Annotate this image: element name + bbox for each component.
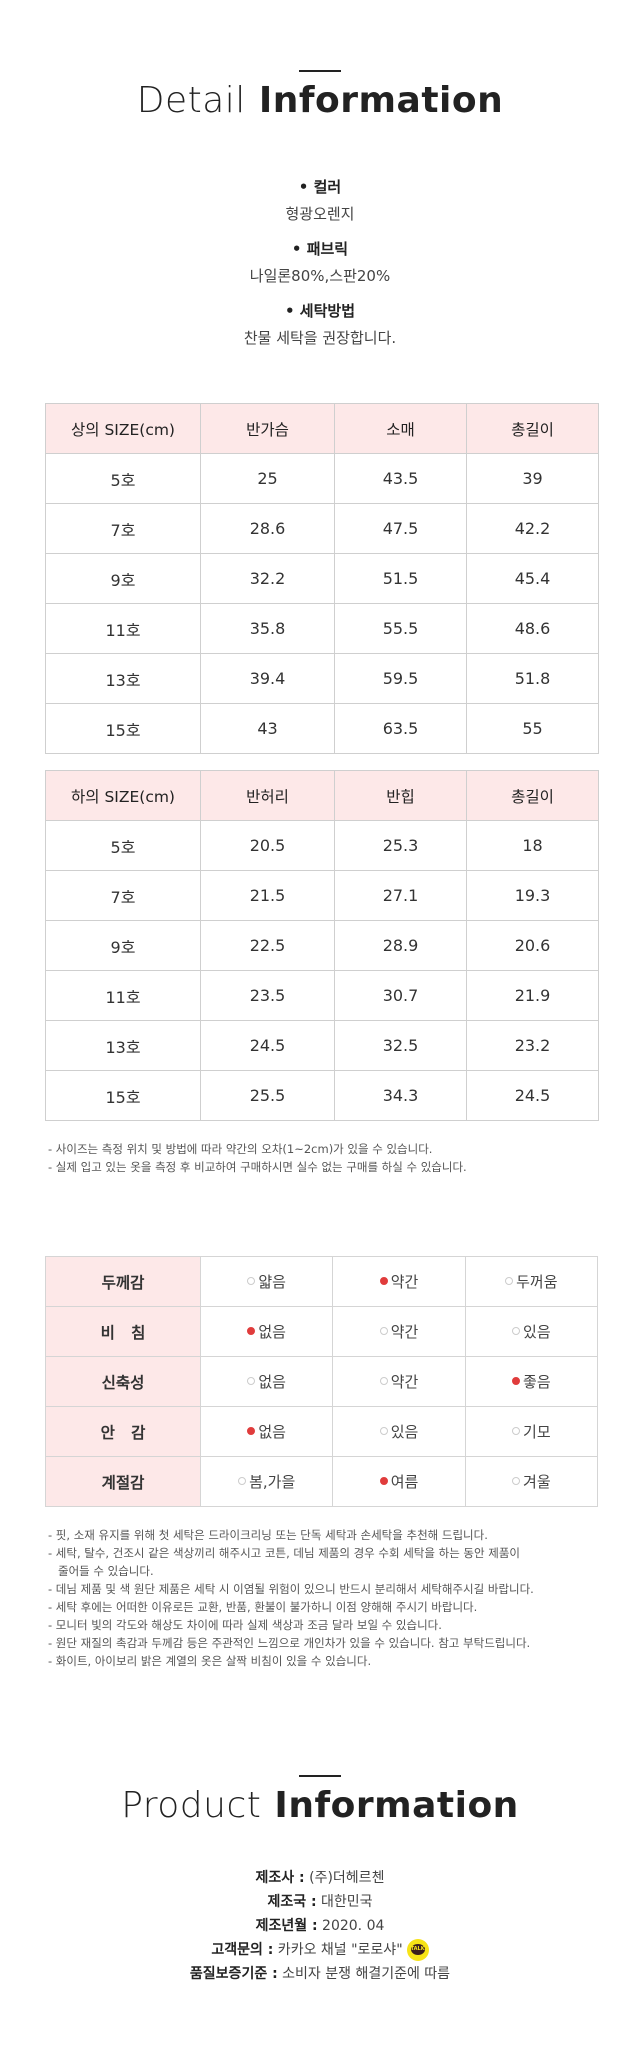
table-row: 13호 24.5 32.5 23.2: [45, 1020, 599, 1071]
radio-dot-selected-icon: [512, 1377, 521, 1385]
table-row: 11호 35.8 55.5 48.6: [45, 603, 599, 654]
note-line: - 실제 입고 있는 옷을 측정 후 비교하여 구매하시면 실수 없는 구매를 …: [48, 1160, 467, 1174]
attr-color: • 컬러 형광오렌지: [285, 178, 355, 223]
feel-row-thickness: 두께감 얇음 약간 두꺼움: [45, 1256, 599, 1307]
radio-dot-selected-icon: [247, 1427, 256, 1435]
detail-section: Detail Information: [0, 70, 640, 121]
radio-dot-icon: [247, 1277, 256, 1285]
bottom-size-table: 하의 SIZE(cm) 반허리 반힙 총길이 5호 20.5 25.3 18 7호 21…: [45, 770, 599, 1121]
section-divider: [299, 70, 341, 72]
radio-dot-selected-icon: [379, 1277, 388, 1285]
radio-dot-icon: [512, 1327, 521, 1335]
kakao-talk-icon[interactable]: TALK: [406, 1939, 429, 1961]
note-line: - 핏, 소재 유지를 위해 첫 세탁은 드라이크리닝 또는 단독 세탁과 손세…: [48, 1528, 488, 1542]
radio-dot-selected-icon: [247, 1327, 256, 1335]
product-section: Product Information: [0, 1775, 640, 1826]
feel-table: 두께감 얇음 약간 두꺼움 비 침 없음 약간 있음 신축성 없음 약간 좋음 …: [45, 1256, 599, 1507]
table-row: 9호 32.2 51.5 45.4: [45, 553, 599, 604]
detail-title: Detail Information: [136, 80, 504, 121]
table-row: 11호 23.5 30.7 21.9: [45, 970, 599, 1021]
table-row: 9호 22.5 28.9 20.6: [45, 920, 599, 971]
product-row-warranty: 품질보증기준 : 소비자 분쟁 해결기준에 따름: [189, 1966, 451, 1982]
radio-dot-icon: [379, 1427, 388, 1435]
feel-row-lining: 안 감 없음 있음 기모: [45, 1406, 599, 1457]
table-row: 15호 43 63.5 55: [45, 703, 599, 754]
table-row: 5호 20.5 25.3 18: [45, 820, 599, 871]
table-header-row: 상의 SIZE(cm) 반가슴 소매 총길이: [45, 403, 599, 454]
care-notes: - 핏, 소재 유지를 위해 첫 세탁은 드라이크리닝 또는 단독 세탁과 손세…: [48, 1526, 608, 1670]
radio-dot-icon: [247, 1377, 256, 1385]
detail-attributes: • 컬러 형광오렌지 • 패브릭 나일론80%,스판20% • 세탁방법 찬물 …: [0, 176, 640, 348]
attr-fabric: • 패브릭 나일론80%,스판20%: [249, 240, 391, 285]
radio-dot-icon: [379, 1327, 388, 1335]
radio-dot-icon: [512, 1477, 521, 1485]
feel-row-sheer: 비 침 없음 약간 있음: [45, 1306, 599, 1357]
table-row: 7호 28.6 47.5 42.2: [45, 503, 599, 554]
note-line: - 화이트, 아이보리 밝은 계열의 옷은 살짝 비침이 있을 수 있습니다.: [48, 1654, 372, 1668]
table-row: 15호 25.5 34.3 24.5: [45, 1070, 599, 1121]
feel-row-stretch: 신축성 없음 약간 좋음: [45, 1356, 599, 1407]
note-line: - 사이즈는 측정 위치 및 방법에 따라 약간의 오차(1~2cm)가 있을 …: [48, 1142, 433, 1156]
attr-wash: • 세탁방법 찬물 세탁을 권장합니다.: [243, 302, 397, 347]
product-row-date: 제조년월 : 2020. 04: [255, 1918, 385, 1934]
feel-row-season: 계절감 봄,가을 여름 겨울: [45, 1456, 599, 1507]
radio-dot-icon: [238, 1477, 247, 1485]
radio-dot-icon: [505, 1277, 514, 1285]
note-line: - 데님 제품 및 색 원단 제품은 세탁 시 이염될 위험이 있으니 반드시 …: [48, 1582, 534, 1596]
table-row: 7호 21.5 27.1 19.3: [45, 870, 599, 921]
product-row-contact: 고객문의 : 카카오 채널 "로로샤" TALK: [0, 1938, 640, 1962]
table-row: 13호 39.4 59.5 51.8: [45, 653, 599, 704]
product-row-country: 제조국 : 대한민국: [267, 1894, 373, 1910]
table-header-row: 하의 SIZE(cm) 반허리 반힙 총길이: [45, 770, 599, 821]
radio-dot-icon: [379, 1377, 388, 1385]
note-line: - 세탁, 탈수, 건조시 같은 색상끼리 해주시고 코튼, 데님 제품의 경우…: [48, 1546, 520, 1560]
product-row-maker: 제조사 : (주)더헤르첸: [255, 1870, 385, 1886]
top-size-table: 상의 SIZE(cm) 반가슴 소매 총길이 5호 25 43.5 39 7호 28.6…: [45, 403, 599, 754]
table-row: 5호 25 43.5 39: [45, 453, 599, 504]
note-line: 줄어들 수 있습니다.: [58, 1564, 154, 1578]
note-line: - 모니터 빛의 각도와 해상도 차이에 따라 실제 색상과 조금 달라 보일 …: [48, 1618, 442, 1632]
radio-dot-icon: [512, 1427, 521, 1435]
size-notes: - 사이즈는 측정 위치 및 방법에 따라 약간의 오차(1~2cm)가 있을 …: [48, 1140, 608, 1176]
product-info: 제조사 : (주)더헤르첸 제조국 : 대한민국 제조년월 : 2020. 04…: [0, 1866, 640, 1986]
section-divider: [299, 1775, 341, 1777]
product-title: Product Information: [121, 1785, 519, 1826]
note-line: - 세탁 후에는 어떠한 이유로든 교환, 반품, 환불이 불가하니 이점 양해…: [48, 1600, 478, 1614]
radio-dot-selected-icon: [379, 1477, 388, 1485]
note-line: - 원단 재질의 촉감과 두께감 등은 주관적인 느낌으로 개인차가 있을 수 …: [48, 1636, 531, 1650]
